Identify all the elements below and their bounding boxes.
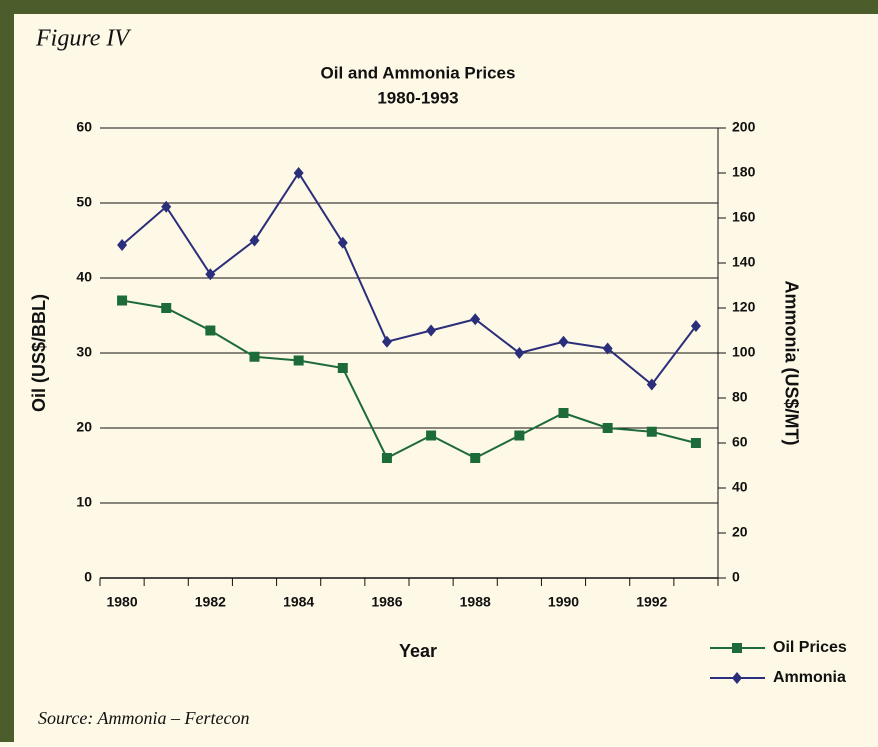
y-tick-label: 30 bbox=[76, 344, 92, 360]
x-tick-label: 1984 bbox=[283, 594, 314, 610]
data-point bbox=[161, 303, 172, 313]
y2-tick-label: 140 bbox=[732, 254, 756, 270]
left-border bbox=[0, 0, 14, 742]
data-point bbox=[690, 320, 701, 332]
y2-tick-label: 180 bbox=[732, 164, 756, 180]
data-point bbox=[646, 378, 657, 391]
data-point bbox=[558, 335, 569, 348]
data-point bbox=[117, 239, 128, 251]
legend-marker bbox=[732, 672, 742, 684]
x-axis-label: Year bbox=[399, 641, 437, 661]
x-tick-label: 1982 bbox=[195, 594, 226, 610]
y2-tick-label: 100 bbox=[732, 344, 756, 360]
y2-tick-label: 80 bbox=[732, 389, 748, 405]
x-tick-label: 1990 bbox=[548, 594, 579, 610]
data-point bbox=[470, 453, 481, 463]
data-point bbox=[293, 355, 304, 366]
y-tick-label: 60 bbox=[76, 119, 92, 135]
y2-tick-label: 60 bbox=[732, 434, 748, 450]
data-point bbox=[161, 200, 172, 213]
y-tick-label: 10 bbox=[76, 494, 92, 510]
data-point bbox=[337, 363, 348, 373]
data-point bbox=[426, 430, 437, 441]
data-point bbox=[293, 167, 304, 179]
chart-title: Oil and Ammonia Prices bbox=[321, 63, 516, 82]
source-note: Source: Ammonia – Fertecon bbox=[38, 708, 249, 728]
data-point bbox=[249, 234, 260, 247]
y2-tick-label: 0 bbox=[732, 569, 740, 585]
y2-tick-label: 200 bbox=[732, 119, 756, 135]
data-point bbox=[249, 351, 260, 362]
y2-tick-label: 40 bbox=[732, 479, 748, 495]
figure-label: Figure IV bbox=[35, 26, 131, 52]
data-point bbox=[205, 268, 216, 281]
data-point bbox=[690, 438, 701, 448]
x-tick-label: 1988 bbox=[460, 594, 491, 610]
data-point bbox=[426, 324, 437, 337]
y-tick-label: 40 bbox=[76, 269, 92, 285]
data-point bbox=[514, 347, 525, 359]
data-point bbox=[558, 408, 569, 418]
chart-subtitle: 1980-1993 bbox=[377, 88, 458, 107]
series-line bbox=[121, 299, 697, 460]
legend-label: Ammonia bbox=[773, 669, 846, 686]
y2-tick-label: 120 bbox=[732, 299, 756, 315]
data-point bbox=[381, 335, 392, 348]
data-point bbox=[602, 342, 613, 355]
data-point bbox=[514, 430, 525, 441]
data-point bbox=[205, 325, 216, 336]
series-line bbox=[121, 171, 697, 386]
y2-axis-label: Ammonia (US$/MT) bbox=[781, 280, 801, 445]
data-point bbox=[646, 426, 657, 437]
data-point bbox=[117, 295, 128, 306]
data-point bbox=[381, 453, 392, 463]
y-axis-label: Oil (US$/BBL) bbox=[29, 294, 49, 412]
y2-tick-label: 20 bbox=[732, 524, 748, 540]
data-point bbox=[602, 423, 613, 433]
y2-tick-label: 160 bbox=[732, 209, 756, 225]
legend-label: Oil Prices bbox=[773, 639, 847, 656]
x-tick-label: 1986 bbox=[371, 594, 402, 610]
x-tick-label: 1980 bbox=[106, 594, 137, 610]
y-tick-label: 50 bbox=[76, 194, 92, 210]
y-tick-label: 20 bbox=[76, 419, 92, 435]
data-point bbox=[337, 236, 348, 249]
data-point bbox=[470, 313, 481, 326]
y-tick-label: 0 bbox=[84, 569, 92, 585]
x-tick-label: 1992 bbox=[636, 594, 667, 610]
legend-marker bbox=[732, 643, 742, 653]
top-border bbox=[0, 0, 878, 14]
